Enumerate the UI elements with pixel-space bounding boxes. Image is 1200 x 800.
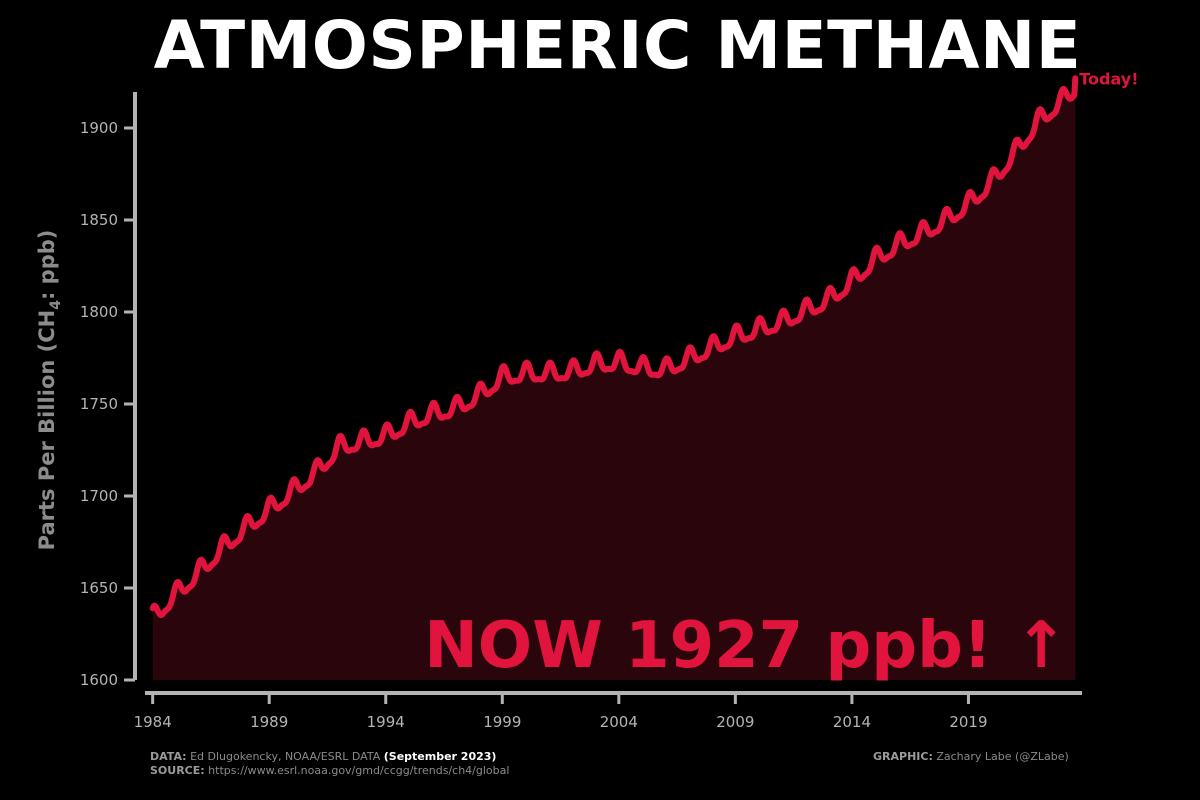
y-tick-label-1650: 1650 (80, 579, 118, 597)
footer-data-text: Ed Dlugokencky, NOAA/ESRL DATA (190, 750, 381, 763)
x-tick-label-1994: 1994 (367, 713, 405, 731)
y-tick-label-1850: 1850 (80, 211, 118, 229)
footer-graphic-label: GRAPHIC: (873, 750, 933, 763)
chart-title: ATMOSPHERIC METHANE (153, 7, 1082, 84)
footer-data: DATA: Ed Dlugokencky, NOAA/ESRL DATA (Se… (150, 750, 496, 763)
x-tick-label-1984: 1984 (134, 713, 172, 731)
y-tick-label-1900: 1900 (80, 119, 118, 137)
series-line-methane (149, 75, 1079, 618)
footer-graphic-text: Zachary Labe (@ZLabe) (936, 750, 1069, 763)
footer-graphic: GRAPHIC: Zachary Labe (@ZLabe) (873, 750, 1069, 763)
footer-source: SOURCE: https://www.esrl.noaa.gov/gmd/cc… (150, 764, 509, 777)
footer-data-date: (September 2023) (383, 750, 497, 763)
x-tick-label-2009: 2009 (716, 713, 754, 731)
y-axis-label: Parts Per Billion (CH4: ppb) (35, 230, 64, 551)
area-fill (152, 78, 1076, 681)
line-layer (149, 75, 1079, 618)
y-tick-label-1800: 1800 (80, 303, 118, 321)
x-tick-label-2014: 2014 (833, 713, 871, 731)
area-layer (152, 78, 1076, 681)
x-tick-label-2019: 2019 (949, 713, 987, 731)
x-tick-label-1989: 1989 (250, 713, 288, 731)
footer-source-link[interactable]: https://www.esrl.noaa.gov/gmd/ccgg/trend… (208, 764, 510, 777)
footer-source-label: SOURCE: (150, 764, 205, 777)
labels-layer: 1600 1650 1700 1750 1800 1850 1900 1984 1989 1994… (35, 69, 1139, 731)
y-tick-label-1600: 1600 (80, 671, 118, 689)
axes-layer (124, 92, 1082, 704)
x-tick-label-2004: 2004 (600, 713, 638, 731)
y-tick-label-1750: 1750 (80, 395, 118, 413)
y-tick-label-1700: 1700 (80, 487, 118, 505)
annotation-now-value: NOW 1927 ppb! ↑ (424, 609, 1068, 683)
x-tick-label-1999: 1999 (483, 713, 521, 731)
end-label-today: Today! (1079, 69, 1138, 88)
footer-data-label: DATA: (150, 750, 187, 763)
